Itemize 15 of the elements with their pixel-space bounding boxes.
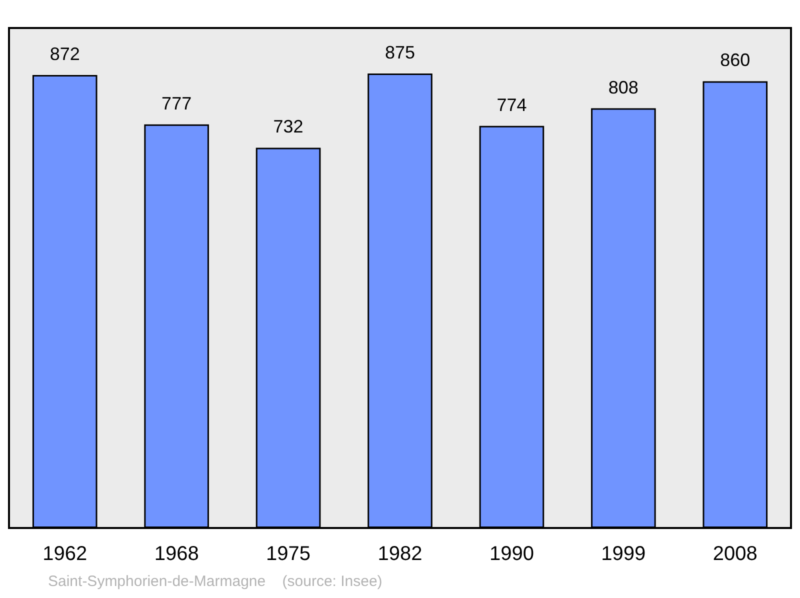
- data-label: 860: [720, 50, 750, 70]
- text: Saint-Symphorien-de-Marmagne (source: Insee): [48, 573, 382, 590]
- x-tick-label: 1982: [378, 543, 422, 565]
- x-tick-label: 1962: [42, 543, 88, 565]
- x-tick-label: 1968: [154, 543, 199, 565]
- x-tick-label: 2008: [712, 543, 758, 565]
- data-label: 875: [384, 42, 416, 62]
- data-label: 808: [608, 77, 638, 98]
- x-tick-label: 1999: [601, 543, 646, 565]
- data-label: 774: [496, 94, 527, 115]
- x-tick-label: 1975: [266, 543, 311, 565]
- x-tick-label: 1990: [489, 543, 534, 565]
- data-label: 872: [50, 44, 80, 64]
- data-label: 777: [162, 93, 192, 114]
- data-label: 732: [273, 116, 304, 137]
